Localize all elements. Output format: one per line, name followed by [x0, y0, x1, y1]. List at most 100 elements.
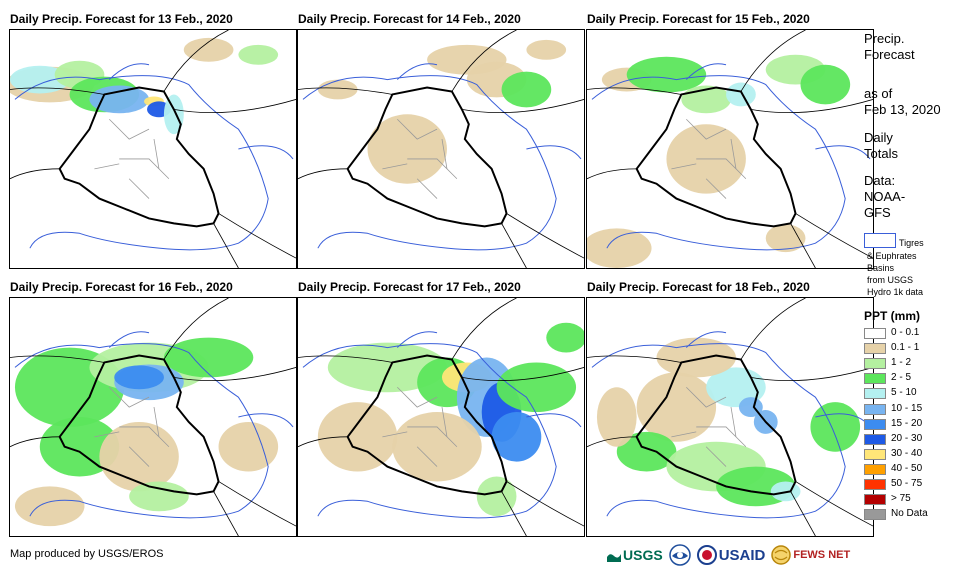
- side-data-source: Data: NOAA- GFS: [864, 173, 905, 221]
- country-border: [298, 355, 393, 363]
- precip-area: [163, 337, 254, 378]
- basin-outline: [14, 63, 294, 251]
- province-boundary: [119, 426, 170, 448]
- usgs-wave-icon: [607, 554, 621, 562]
- precip-layer: [317, 322, 584, 517]
- province-boundary: [128, 446, 150, 467]
- precip-area: [616, 431, 677, 472]
- precip-area: [726, 82, 756, 107]
- precip-area: [218, 421, 279, 472]
- province-boundary: [686, 118, 727, 140]
- province-boundary: [109, 386, 150, 408]
- noaa-logo-icon: [668, 544, 691, 566]
- legend-label: 2 - 5: [891, 372, 912, 384]
- precip-area: [89, 85, 150, 114]
- iraq-border: [346, 86, 508, 228]
- country-border: [587, 87, 682, 95]
- legend-swatch: [864, 494, 886, 506]
- basin-outline: [14, 331, 294, 519]
- country-border: [587, 168, 637, 180]
- legend-label: 40 - 50: [891, 462, 923, 474]
- precip-area: [626, 56, 707, 93]
- precip-area: [10, 65, 70, 94]
- country-border: [506, 481, 584, 527]
- country-border: [213, 223, 239, 268]
- side-asof-line2: Feb 13, 2020: [864, 102, 941, 117]
- basin-legend-line4: from USGS: [867, 275, 914, 285]
- country-border: [587, 355, 682, 363]
- legend-label: No Data: [891, 508, 928, 520]
- province-boundary: [119, 158, 170, 180]
- credit-text: Map produced by USGS/EROS: [10, 548, 164, 560]
- province-boundary: [705, 446, 727, 467]
- precip-area: [367, 114, 447, 184]
- country-border: [10, 87, 105, 95]
- precip-map-17-feb: [298, 298, 584, 536]
- fews-globe-icon: [771, 545, 792, 565]
- usgs-logo: USGS: [607, 547, 663, 563]
- usgs-logo-text: USGS: [623, 547, 663, 563]
- precip-layer: [317, 39, 567, 184]
- iraq-border: [58, 354, 220, 496]
- side-data-line2: NOAA-: [864, 189, 906, 204]
- precip-map-14-feb: [298, 30, 584, 268]
- legend-label: 15 - 20: [891, 417, 923, 429]
- province-boundary: [407, 426, 458, 448]
- precip-area: [546, 322, 584, 353]
- basin-legend-line2: & Euphrates: [867, 251, 917, 261]
- province-boundary: [94, 431, 120, 438]
- panel-title-6: Daily Precip. Forecast for 18 Feb., 2020: [587, 280, 810, 294]
- map-panel-17-feb: [297, 297, 585, 537]
- panel-title-2: Daily Precip. Forecast for 14 Feb., 2020: [298, 12, 521, 26]
- country-border: [163, 30, 229, 92]
- usaid-seal-icon: [696, 545, 717, 565]
- precip-area: [636, 372, 717, 442]
- country-border: [451, 298, 517, 360]
- precip-map-13-feb: [10, 30, 296, 268]
- province-boundary: [382, 431, 408, 438]
- partner-logos: USGS USAID FEWS NET: [607, 543, 850, 567]
- precip-area: [496, 362, 577, 413]
- precip-area: [810, 402, 861, 452]
- precip-area: [526, 39, 567, 60]
- precip-area: [501, 71, 552, 108]
- side-asof-line1: as of: [864, 86, 893, 101]
- legend-swatch: [864, 403, 886, 415]
- precip-area: [39, 417, 120, 477]
- country-border: [501, 223, 527, 268]
- province-boundary: [686, 386, 727, 408]
- country-border: [790, 223, 816, 268]
- usaid-logo-text: USAID: [718, 546, 766, 564]
- precip-map-18-feb: [587, 298, 873, 536]
- province-boundary: [397, 386, 438, 408]
- basin-legend-line1: Tigres: [899, 238, 924, 248]
- country-border: [163, 298, 229, 360]
- fews-net-logo-text: FEWS NET: [793, 549, 851, 561]
- province-boundary: [730, 407, 737, 437]
- country-border: [298, 436, 348, 448]
- legend-swatch: [864, 433, 886, 445]
- legend-label: 0 - 0.1: [891, 327, 920, 338]
- country-border: [461, 367, 584, 382]
- panel-title-4: Daily Precip. Forecast for 16 Feb., 2020: [10, 280, 233, 294]
- country-border: [461, 99, 584, 114]
- province-boundary: [416, 446, 438, 467]
- legend-swatch: [864, 373, 886, 385]
- province-boundary: [705, 178, 727, 199]
- legend-label: 50 - 75: [891, 478, 923, 489]
- legend-label: 5 - 10: [891, 387, 917, 399]
- province-boundary: [696, 158, 747, 180]
- province-boundary: [109, 118, 150, 140]
- country-border: [501, 491, 527, 536]
- precip-layer: [10, 37, 279, 135]
- precip-area: [392, 412, 482, 482]
- iraq-border: [58, 86, 220, 228]
- legend-swatch: [864, 388, 886, 400]
- legend-label: > 75: [891, 493, 911, 505]
- legend-swatch: [864, 328, 886, 339]
- side-title-line2: Forecast: [864, 47, 915, 62]
- precip-area: [765, 224, 806, 253]
- precip-map-16-feb: [10, 298, 296, 536]
- precip-area: [587, 228, 652, 268]
- country-border: [298, 87, 393, 95]
